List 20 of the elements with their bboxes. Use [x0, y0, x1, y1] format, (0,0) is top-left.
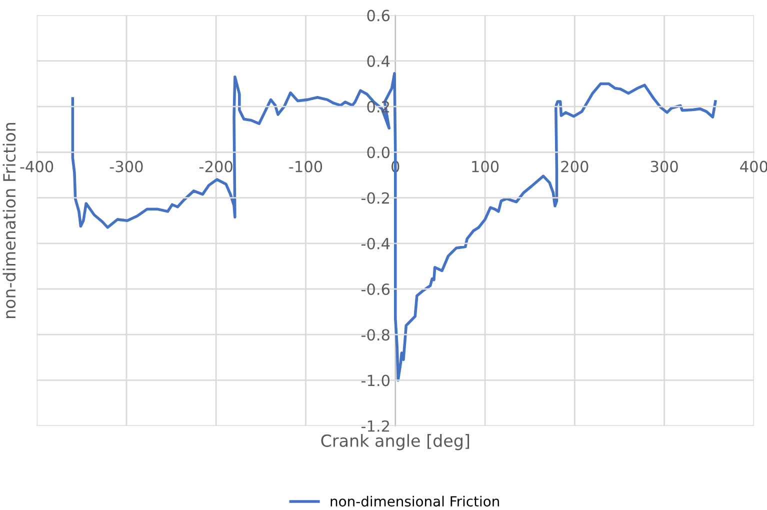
- y-axis-title: non-dimenation Friction: [2, 122, 16, 318]
- y-tick-label: -0.4: [361, 238, 390, 250]
- legend-label: non-dimensional Friction: [330, 496, 499, 507]
- y-tick-label: -0.2: [361, 192, 389, 204]
- x-tick-label: -400: [20, 160, 54, 172]
- x-tick-label: 300: [650, 160, 678, 172]
- x-tick-label: -100: [289, 160, 322, 172]
- y-tick-label: 0.2: [367, 101, 389, 113]
- x-tick-label: 200: [561, 160, 588, 172]
- y-tick-label: -0.6: [361, 283, 390, 296]
- x-tick-label: -300: [110, 160, 143, 172]
- y-tick-label: 0.4: [367, 55, 390, 67]
- y-tick-label: -0.8: [361, 329, 390, 341]
- y-tick-label: 0.0: [367, 146, 390, 158]
- x-axis-title: Crank angle [deg]: [321, 434, 470, 450]
- y-tick-label: 0.6: [367, 10, 390, 22]
- y-tick-label: -1.0: [361, 374, 390, 386]
- x-tick-label: 100: [472, 160, 499, 172]
- x-tick-label: -200: [200, 160, 232, 172]
- y-tick-label: -1.2: [361, 420, 389, 432]
